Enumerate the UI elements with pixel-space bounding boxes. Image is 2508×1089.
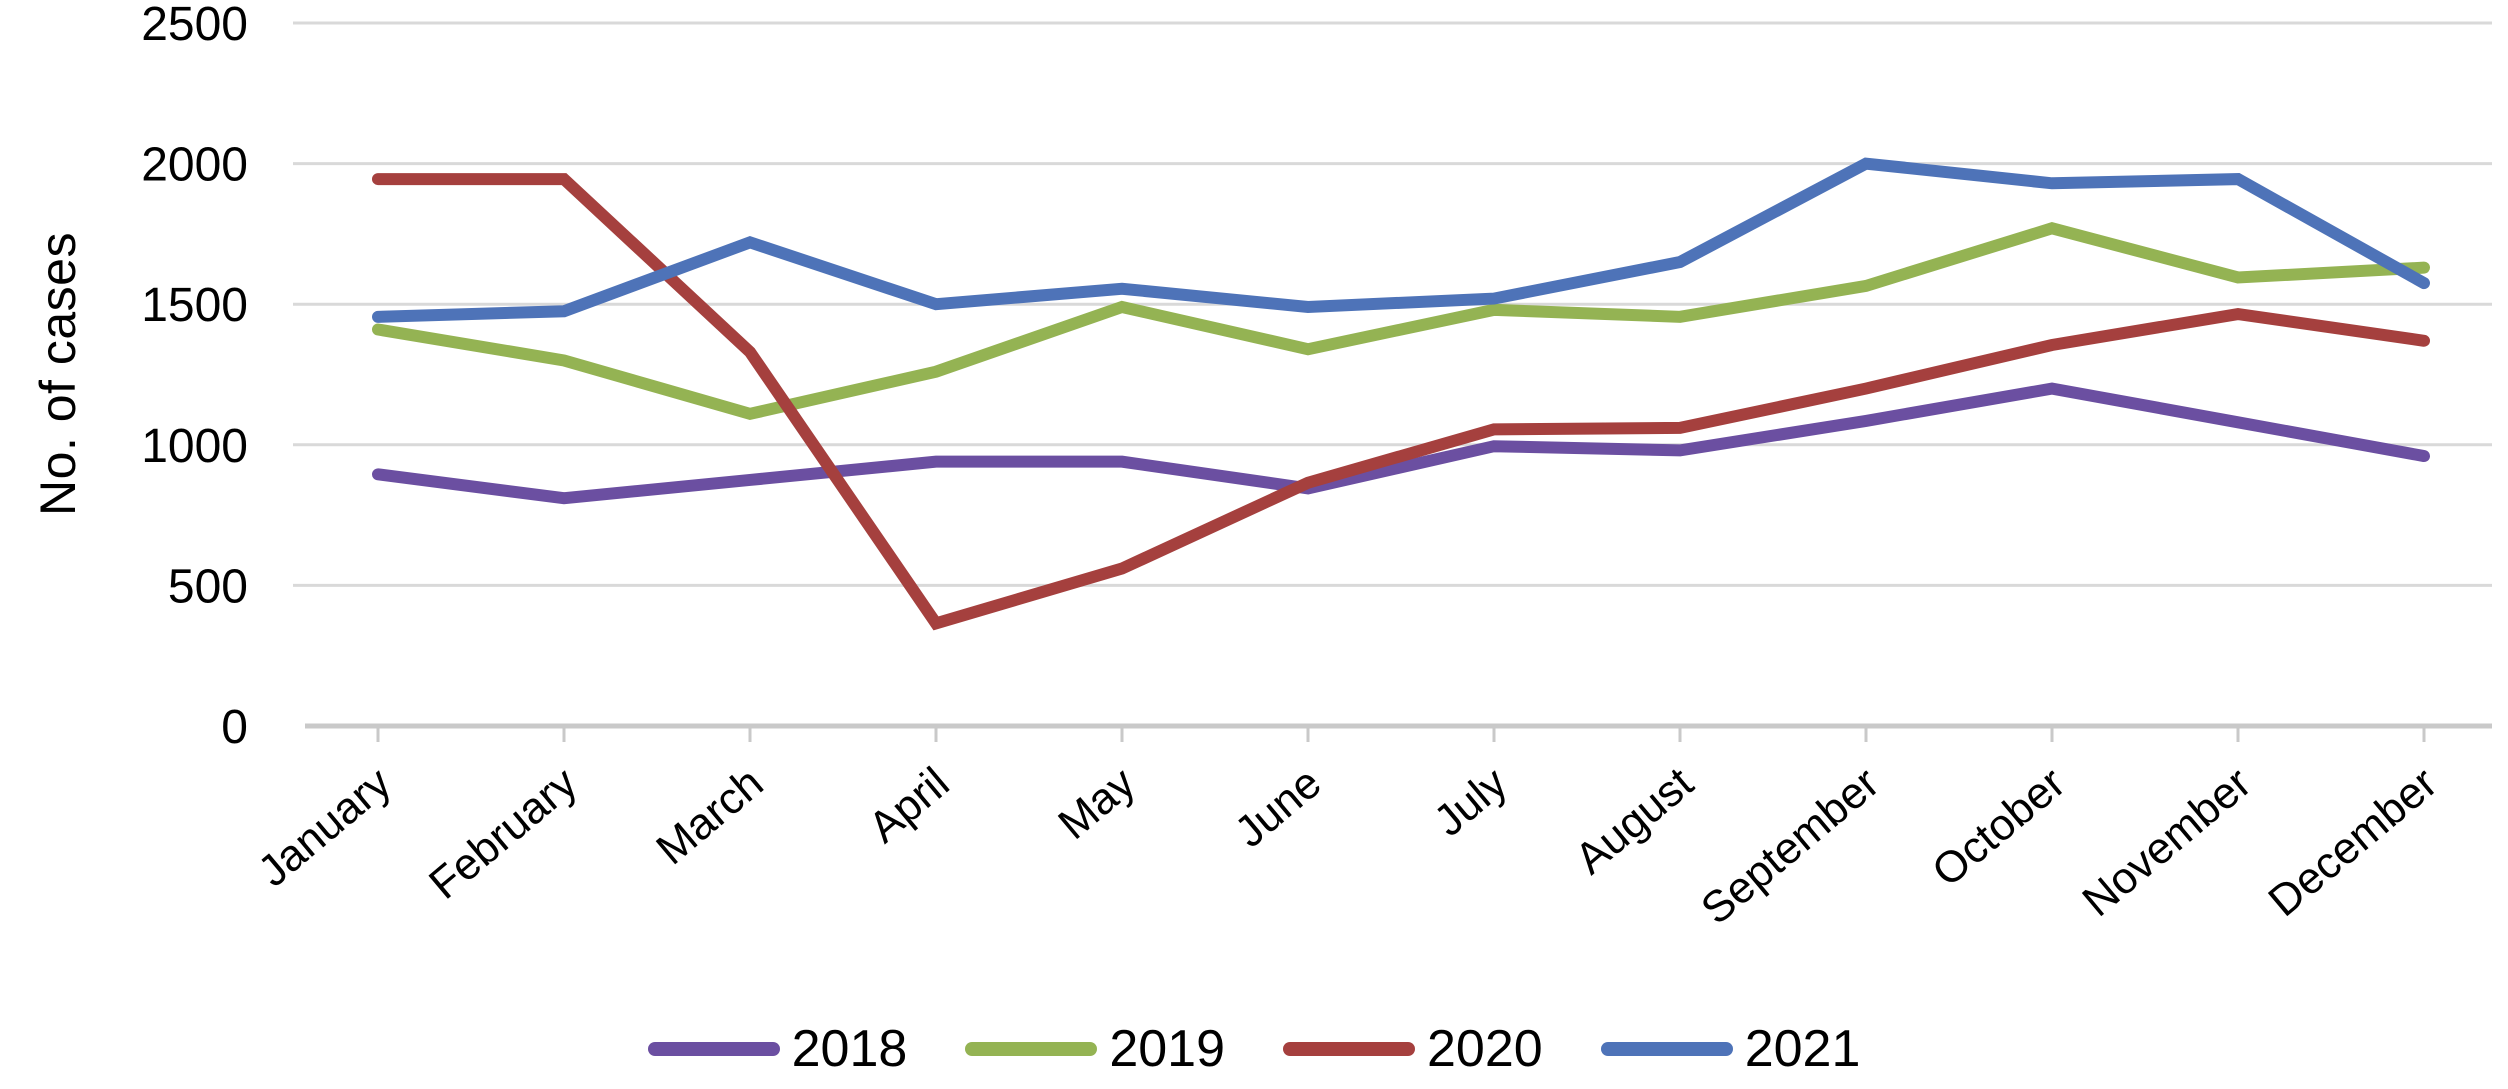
chart-legend: 2018 2019 2020 2021 [0,1023,2508,1075]
x-axis-label: May [1049,758,1144,849]
legend-item-2021: 2021 [1600,1020,1861,1078]
x-axis-label: December [2259,758,2446,926]
legend-swatch-2019 [965,1042,1098,1056]
y-axis-tick-label: 0 [221,701,248,754]
y-axis-title: No. of cases [30,232,86,516]
series-line-2021 [372,157,2430,323]
series-line-2020 [372,173,2430,631]
legend-swatch-2020 [1283,1042,1415,1056]
y-axis-tick-label: 1500 [141,279,248,332]
legend-label-2018: 2018 [791,1020,908,1078]
x-axis-label: March [647,758,772,874]
legend-swatch-2018 [647,1042,780,1056]
x-axis-label: June [1226,758,1331,857]
legend-label-2021: 2021 [1744,1020,1861,1078]
x-axis-label: July [1425,758,1516,846]
legend-swatch-2021 [1600,1042,1733,1056]
x-axis-label: April [859,758,958,852]
y-axis-tick-label: 2000 [141,139,248,192]
y-axis-tick-label: 500 [168,560,248,613]
x-axis-label: September [1692,758,1888,934]
x-axis-label: November [2073,758,2260,926]
x-axis-label: August [1566,758,1702,884]
legend-item-2019: 2019 [965,1023,1225,1075]
legend-item-2020: 2020 [1283,1023,1543,1075]
x-axis-label: October [1923,758,2074,896]
y-axis-tick-label: 2500 [141,0,248,51]
x-axis-label: January [249,758,400,896]
y-axis-tick-label: 1000 [141,420,248,473]
legend-label-2019: 2019 [1109,1020,1225,1078]
legend-item-2018: 2018 [647,1020,908,1078]
x-axis-label: February [420,758,586,909]
series-line-2018 [372,382,2430,505]
legend-label-2020: 2020 [1427,1020,1543,1078]
series-line-2019 [372,222,2430,421]
